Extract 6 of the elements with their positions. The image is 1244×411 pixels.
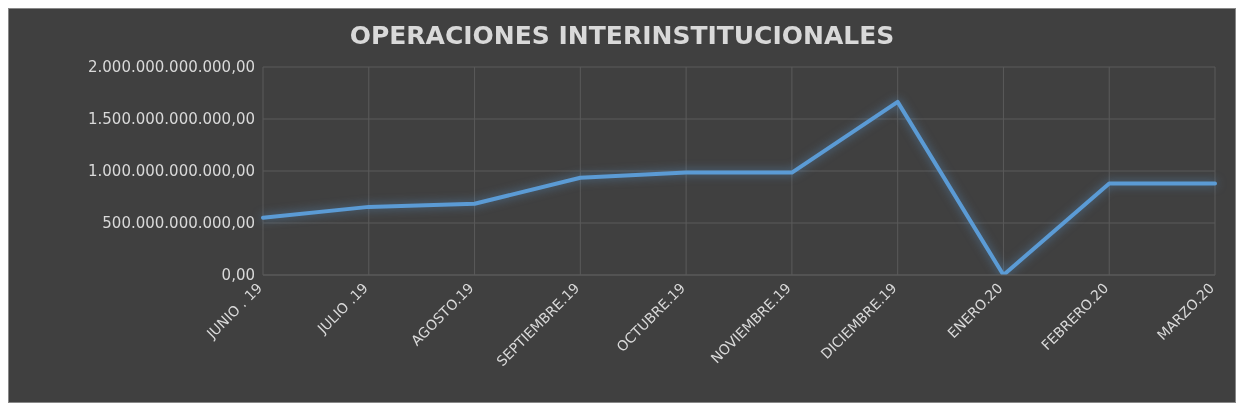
y-tick-label: 2.000.000.000.000,00: [88, 58, 255, 77]
chart-title: OPERACIONES INTERINSTITUCIONALES: [348, 20, 896, 52]
y-tick-label: 1.000.000.000.000,00: [88, 162, 255, 181]
y-tick-label: 500.000.000.000,00: [102, 214, 255, 233]
y-tick-label: 0,00: [221, 266, 255, 285]
y-tick-label: 1.500.000.000.000,00: [88, 110, 255, 129]
